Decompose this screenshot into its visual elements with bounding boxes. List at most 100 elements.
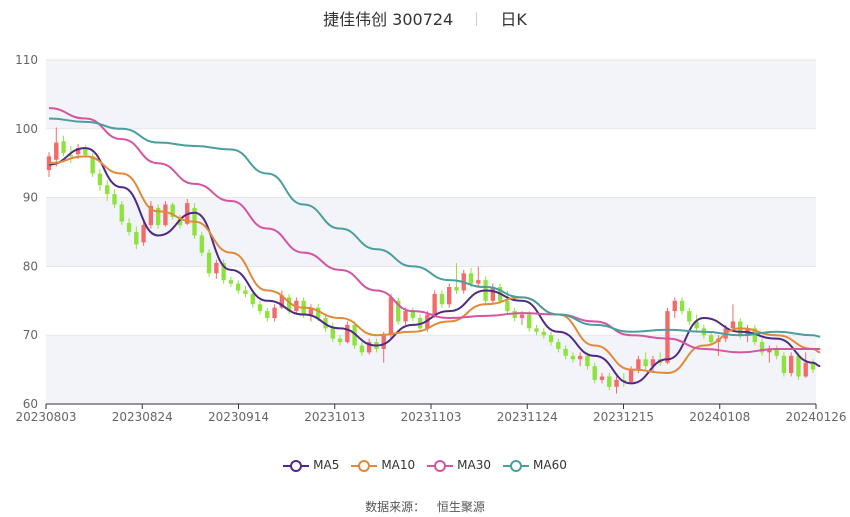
candle <box>155 204 161 229</box>
legend-label: MA60 <box>533 458 567 472</box>
candle-body <box>781 355 787 374</box>
candle-body <box>54 142 59 160</box>
y-axis: 60 70 80 90 100 110 <box>15 53 38 411</box>
y-tick-label: 100 <box>15 122 38 136</box>
candle-body <box>730 321 736 329</box>
candle <box>381 331 386 363</box>
candle-body <box>403 311 408 322</box>
candle-body <box>796 355 801 377</box>
x-tick-label: 20231124 <box>497 410 558 424</box>
candle-body <box>155 207 161 226</box>
candle-body <box>141 225 146 243</box>
x-tick-label: 20230914 <box>208 410 269 424</box>
candle-body <box>665 311 670 363</box>
candle <box>781 352 787 377</box>
series-line-ma60 <box>48 117 821 338</box>
legend-label: MA5 <box>313 458 340 472</box>
candle-body <box>679 300 685 312</box>
y-tick-label: 90 <box>23 191 38 205</box>
candle-body <box>352 324 357 346</box>
candle <box>534 324 539 336</box>
candle-body <box>170 204 175 217</box>
candle-body <box>585 355 590 367</box>
candle <box>599 373 605 384</box>
candle <box>454 262 459 294</box>
moving-average-lines <box>48 107 821 385</box>
candle-body <box>505 300 510 312</box>
legend-swatch <box>503 459 530 472</box>
candle <box>527 311 532 332</box>
candle <box>141 221 146 246</box>
candle-body <box>337 338 343 343</box>
candle <box>345 321 350 344</box>
candle <box>687 307 692 325</box>
grid-band <box>46 197 816 267</box>
candle-body <box>577 355 583 360</box>
source-value: 恒生聚源 <box>436 500 485 514</box>
candle-body <box>345 324 350 343</box>
candle-body <box>788 355 794 374</box>
candle <box>126 218 132 236</box>
candle-body <box>68 154 74 157</box>
x-tick-label: 20230803 <box>15 410 76 424</box>
candle-body <box>563 348 568 356</box>
candle <box>236 280 241 294</box>
candle <box>97 168 103 191</box>
candle-body <box>468 273 474 284</box>
candle-body <box>694 321 699 329</box>
x-axis: 20230803 20230824 20230914 20231013 20231103… <box>15 403 847 424</box>
candle-body <box>774 348 779 356</box>
period-label: 日K <box>500 10 527 29</box>
candle <box>54 127 59 167</box>
candle <box>665 307 670 365</box>
candle-body <box>286 297 292 312</box>
candle-body <box>90 156 95 174</box>
candle <box>810 359 816 374</box>
candle-body <box>250 293 255 305</box>
candle-body <box>228 280 234 284</box>
candle <box>577 352 583 367</box>
candle-body <box>257 304 263 312</box>
candle-body <box>381 335 386 349</box>
candle <box>206 249 212 277</box>
legend-item-ma10[interactable]: MA10 <box>351 458 415 473</box>
legend-item-ma5[interactable]: MA5 <box>283 458 339 473</box>
candle-body <box>476 280 481 284</box>
candle <box>672 297 677 318</box>
series-line-ma5 <box>48 147 821 385</box>
chart-title: 捷佳伟创 300724 日K <box>0 6 850 30</box>
legend-swatch <box>351 459 378 472</box>
candle <box>214 259 219 279</box>
candle-body <box>810 362 816 370</box>
candle-body <box>410 311 415 318</box>
candle <box>708 331 714 346</box>
candle <box>199 232 204 257</box>
legend-item-ma60[interactable]: MA60 <box>503 458 567 473</box>
candle <box>163 201 168 227</box>
candle-body <box>541 331 546 336</box>
candle-body <box>265 311 270 318</box>
legend: MA5 MA10 MA30 MA60 <box>0 458 850 473</box>
y-tick-label: 70 <box>23 328 38 342</box>
legend-item-ma30[interactable]: MA30 <box>427 458 491 473</box>
candle-body <box>534 328 539 332</box>
candle-body <box>439 293 445 305</box>
candle-body <box>614 379 619 387</box>
candle-body <box>447 287 452 305</box>
candle <box>548 331 554 346</box>
candle <box>272 304 277 322</box>
grid-band <box>46 335 816 404</box>
candle <box>170 202 175 220</box>
candle-body <box>214 262 219 274</box>
candle <box>570 352 576 363</box>
candle-body <box>643 359 648 367</box>
candle-body <box>243 290 248 294</box>
candle-body <box>708 335 714 343</box>
candle-body <box>650 359 656 367</box>
candle <box>679 297 685 315</box>
candle <box>607 373 612 391</box>
candle-body <box>592 366 597 380</box>
candle-body <box>388 297 394 336</box>
candle-body <box>308 307 314 315</box>
